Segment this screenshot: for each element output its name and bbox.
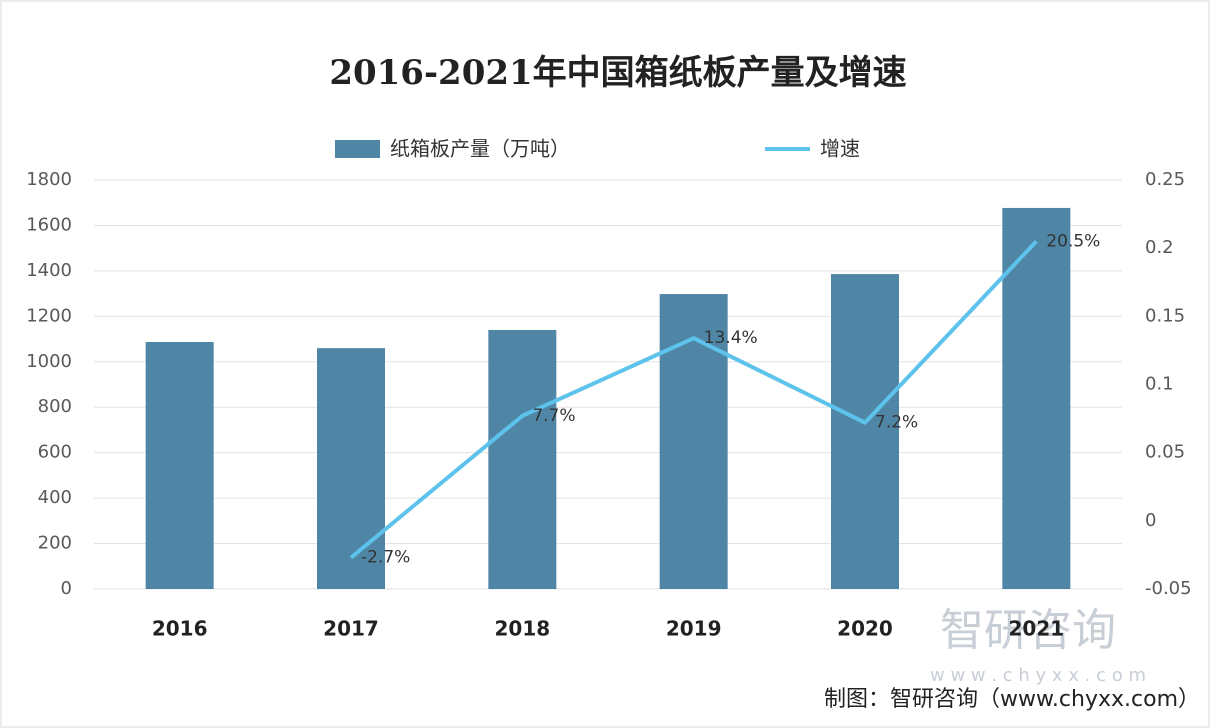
y2-tick-label: 0.25 xyxy=(1145,169,1185,190)
x-tick-label: 2021 xyxy=(1008,617,1064,641)
y-tick-label: 1000 xyxy=(26,351,72,372)
y-tick-label: 0 xyxy=(61,578,72,599)
y2-tick-label: 0.15 xyxy=(1145,305,1185,326)
x-tick-label: 2016 xyxy=(152,617,208,641)
y-tick-label: 1400 xyxy=(26,260,72,281)
bar xyxy=(145,342,214,589)
bar xyxy=(659,294,728,589)
y2-tick-label: 0.2 xyxy=(1145,237,1174,258)
watermark-url: w w w . c h y x x . c o m xyxy=(930,665,1146,686)
y2-tick-label: 0 xyxy=(1145,510,1156,531)
y2-tick-label: 0.05 xyxy=(1145,442,1185,463)
x-tick-label: 2020 xyxy=(837,617,893,641)
y2-tick-label: -0.05 xyxy=(1145,578,1192,599)
legend-label: 纸箱板产量（万吨） xyxy=(390,137,570,161)
line xyxy=(349,239,1038,560)
chart-title: 2016-2021年中国箱纸板产量及增速 xyxy=(329,53,906,93)
y-tick-label: 1200 xyxy=(26,305,72,326)
watermark: 智研咨询 xyxy=(940,605,1116,656)
bar xyxy=(317,348,385,589)
y-tick-label: 600 xyxy=(38,442,72,463)
x-tick-label: 2017 xyxy=(323,617,379,641)
bar xyxy=(1002,207,1071,589)
y-tick-label: 800 xyxy=(38,396,72,417)
data-label: 7.2% xyxy=(875,413,918,433)
legend-swatch-bar xyxy=(335,140,380,158)
bar xyxy=(488,329,557,589)
x-tick-label: 2019 xyxy=(666,617,722,641)
source: 制图：智研咨询（www.chyxx.com） xyxy=(824,687,1200,712)
x-tick-label: 2018 xyxy=(494,617,550,641)
legend-label: 增速 xyxy=(820,137,860,161)
bar xyxy=(831,274,899,589)
data-label: 20.5% xyxy=(1046,231,1100,251)
y-tick-label: 1600 xyxy=(26,214,72,235)
y-tick-label: 1800 xyxy=(26,169,72,190)
y-tick-label: 200 xyxy=(38,533,72,554)
y2-tick-label: 0.1 xyxy=(1145,374,1174,395)
data-label: 7.7% xyxy=(532,406,575,426)
data-label: -2.7% xyxy=(361,548,410,568)
data-label: 13.4% xyxy=(704,328,758,348)
y-tick-label: 400 xyxy=(38,487,72,508)
